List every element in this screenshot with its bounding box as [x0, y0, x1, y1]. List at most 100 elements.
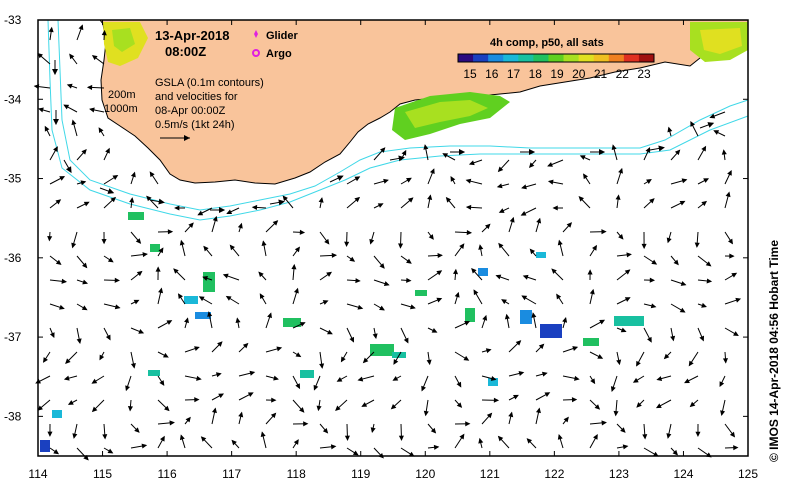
- velocity-arrowhead: [179, 434, 185, 441]
- velocity-arrowhead: [706, 278, 713, 284]
- velocity-arrowhead: [729, 253, 735, 259]
- velocity-arrowhead: [392, 376, 399, 381]
- plot-frame: [37, 19, 749, 457]
- argo-marker-icon: [252, 49, 260, 57]
- velocity-arrowhead: [331, 252, 338, 258]
- x-tick-label: 121: [480, 467, 500, 481]
- velocity-arrowhead: [125, 385, 131, 392]
- velocity-arrowhead: [71, 119, 77, 126]
- velocity-arrowhead: [547, 162, 553, 167]
- y-tick-label: -37: [4, 330, 22, 344]
- velocity-arrowhead: [666, 433, 672, 439]
- velocity-arrowhead: [369, 238, 375, 245]
- velocity-arrowhead: [211, 407, 217, 414]
- colorbar-swatch: [548, 54, 565, 62]
- velocity-arrowhead: [459, 243, 465, 250]
- velocity-arrowhead: [293, 439, 299, 445]
- velocity-arrowhead: [681, 178, 688, 184]
- velocity-arrowhead: [624, 297, 631, 302]
- velocity-arrowhead: [622, 444, 629, 450]
- y-tick-label: -36: [4, 251, 22, 265]
- velocity-arrowhead: [722, 358, 728, 364]
- velocity-arrowhead: [526, 438, 533, 444]
- axis-ticks: 114 115 116 117 118 119 120 121 122 123 124 125 -33 -…: [4, 13, 758, 481]
- velocity-arrowhead: [544, 392, 551, 397]
- colorbar-tick-labels: 15 16 17 18 19 20 21 22 23: [463, 67, 651, 81]
- velocity-arrowhead: [594, 404, 601, 410]
- velocity-arrowhead: [81, 305, 88, 311]
- velocity-arrowhead: [270, 412, 277, 419]
- velocity-arrowhead: [450, 175, 456, 182]
- velocity-arrowhead: [731, 272, 738, 278]
- coastal-velocity-arrowhead: [528, 149, 536, 155]
- velocity-arrowhead: [37, 52, 43, 59]
- velocity-arrowhead: [647, 336, 652, 343]
- velocity-arrowhead: [59, 304, 65, 310]
- velocity-arrowhead: [674, 149, 681, 156]
- velocity-arrowhead: [650, 303, 657, 309]
- velocity-arrowhead: [133, 299, 140, 305]
- velocity-arrowhead: [645, 147, 651, 153]
- velocity-arrowhead: [355, 278, 361, 284]
- colorbar-tick-label: 23: [637, 67, 651, 81]
- velocity-arrowhead: [101, 29, 107, 36]
- velocity-arrowhead: [82, 262, 88, 269]
- velocity-arrowhead: [146, 195, 152, 202]
- velocity-arrowhead: [509, 216, 515, 223]
- glider-legend: Glider: [266, 30, 299, 42]
- velocity-arrowhead: [407, 197, 414, 203]
- velocity-arrowhead: [646, 179, 652, 184]
- velocity-arrowhead: [114, 277, 121, 283]
- velocity-arrowhead: [445, 196, 452, 203]
- velocity-arrowhead: [421, 385, 426, 392]
- velocity-arrowhead: [436, 270, 443, 276]
- velocity-arrowhead: [99, 354, 105, 361]
- velocity-arrowhead: [403, 337, 409, 344]
- bathymetry-contours: [47, 19, 749, 221]
- velocity-arrowhead: [465, 204, 472, 210]
- velocity-arrowhead: [498, 208, 505, 213]
- velocity-arrowhead: [508, 411, 514, 418]
- velocity-arrowhead: [167, 229, 174, 235]
- y-tick-label: -33: [4, 13, 22, 27]
- velocity-arrowhead: [335, 405, 341, 411]
- velocity-arrowhead: [330, 444, 337, 450]
- velocity-arrowhead: [222, 273, 229, 279]
- velocity-arrowhead: [340, 356, 346, 363]
- colorbar-tick-label: 17: [507, 67, 521, 81]
- colorbar-swatch: [623, 54, 640, 62]
- velocity-arrowhead: [318, 197, 324, 203]
- velocity-arrowhead: [101, 239, 107, 245]
- velocity-arrowhead: [655, 403, 662, 409]
- velocity-arrowhead: [324, 238, 330, 245]
- velocity-arrowhead: [107, 448, 114, 454]
- velocity-arrowhead: [398, 243, 404, 249]
- velocity-arrowhead: [53, 146, 58, 152]
- velocity-arrowhead: [490, 376, 497, 381]
- velocity-arrowhead: [238, 411, 244, 418]
- velocity-arrowhead: [705, 261, 712, 267]
- velocity-arrowhead: [695, 431, 701, 437]
- velocity-arrowhead: [380, 147, 386, 153]
- velocity-arrowhead: [497, 435, 504, 442]
- velocity-arrowhead: [689, 401, 696, 408]
- velocity-arrowhead: [701, 145, 707, 152]
- velocity-arrowhead: [188, 222, 194, 229]
- coastal-velocity-arrowhead: [658, 145, 665, 152]
- velocity-arrowhead: [552, 205, 558, 211]
- velocity-arrowhead: [361, 402, 368, 407]
- velocity-arrowhead: [65, 358, 71, 364]
- velocity-arrowhead: [299, 407, 305, 413]
- gsla-line3: 08-Apr 00:00Z: [155, 105, 226, 117]
- velocity-arrowhead: [393, 359, 399, 365]
- colorbar-swatch: [593, 54, 610, 62]
- velocity-arrowhead: [632, 377, 639, 383]
- velocity-arrowhead: [428, 234, 434, 240]
- colorbar-tick-label: 22: [616, 67, 630, 81]
- velocity-arrowhead: [713, 130, 720, 135]
- colorbar-swatch: [488, 54, 504, 62]
- speed-scale-arrow-icon: [160, 135, 190, 141]
- velocity-arrowhead: [701, 302, 707, 308]
- velocity-arrowhead: [518, 371, 525, 376]
- velocity-arrowhead: [720, 410, 726, 416]
